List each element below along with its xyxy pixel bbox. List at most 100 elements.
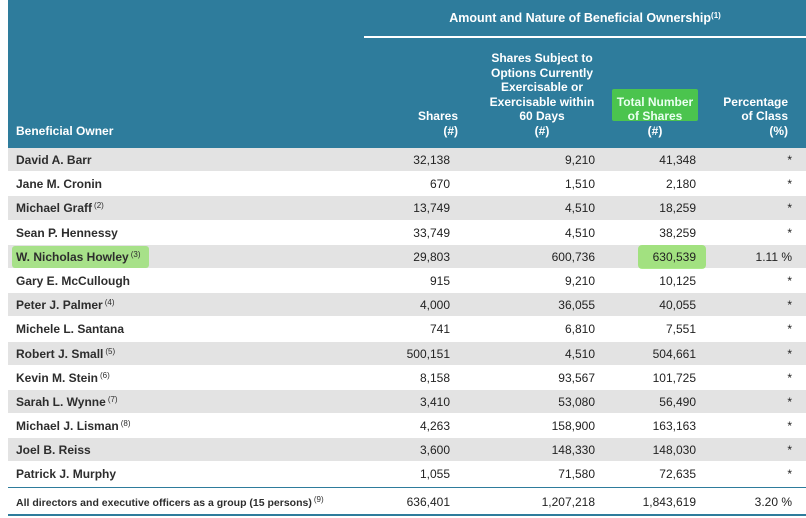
owner-name: Patrick J. Murphy	[16, 467, 117, 482]
percentage-value: *	[787, 201, 792, 216]
total-value: 101,725	[652, 370, 696, 385]
percentage-value: 1.11 %	[755, 249, 792, 264]
shares-value: 4,000	[419, 298, 450, 313]
total-value: 504,661	[652, 346, 696, 361]
col-header-percentage: Percentage of Class (%)	[723, 94, 788, 138]
percentage-value: *	[787, 370, 792, 385]
shares-value: 3,410	[419, 394, 450, 409]
table-row: Kevin M. Stein (6) 8,158 93,567 101,725 *	[8, 366, 806, 390]
table-header: Amount and Nature of Beneficial Ownershi…	[8, 0, 806, 148]
name-highlight	[12, 245, 149, 268]
table-row: Michael Graff (2) 13,749 4,510 18,259 *	[8, 196, 806, 221]
owner-name: Michael J. Lisman (8)	[16, 419, 131, 434]
options-value: 9,210	[564, 153, 595, 167]
total-value: 72,635	[659, 467, 696, 482]
options-value: 158,900	[551, 419, 595, 434]
options-value: 6,810	[564, 322, 595, 337]
options-value: 36,055	[558, 298, 595, 313]
percentage-value: *	[787, 346, 792, 361]
percentage-value: *	[787, 394, 792, 409]
shares-value: 8,158	[419, 370, 450, 385]
total-value: 41,348	[659, 153, 696, 167]
table-row: Jane M. Cronin 670 1,510 2,180 *	[8, 172, 806, 197]
total-value: 148,030	[652, 443, 696, 458]
options-value: 9,210	[564, 273, 595, 288]
group-title: Amount and Nature of Beneficial Ownershi…	[449, 11, 721, 25]
shares-value: 33,749	[413, 225, 450, 240]
shares-value: 32,138	[413, 153, 450, 167]
total-value: 38,259	[659, 225, 696, 240]
shares-value: 4,263	[419, 419, 450, 434]
col-header-shares: Shares (#)	[417, 109, 458, 138]
owner-name: Jane M. Cronin	[16, 177, 103, 192]
shares-value: 3,600	[419, 443, 450, 458]
owner-name: Michele L. Santana	[16, 322, 125, 337]
table-row: Robert J. Small (5) 500,151 4,510 504,661 *	[8, 341, 806, 366]
total-value: 18,259	[659, 201, 696, 216]
percentage-value: *	[787, 467, 792, 482]
shares-value: 741	[429, 322, 450, 337]
col-header-options: Shares Subject to Options Currently Exer…	[489, 51, 595, 138]
total-value: 630,539	[652, 249, 696, 264]
table-row: David A. Barr 32,138 9,210 41,348 *	[8, 148, 806, 173]
options-value: 600,736	[551, 249, 595, 264]
table-row: Sean P. Hennessy 33,749 4,510 38,259 *	[8, 221, 806, 245]
group-total-row: All directors and executive officers as …	[8, 486, 806, 516]
owner-name: Robert J. Small (5)	[16, 346, 116, 361]
total-value: 10,125	[659, 273, 696, 288]
options-value: 1,510	[564, 177, 595, 192]
table-row: Joel B. Reiss 3,600 148,330 148,030 *	[8, 438, 806, 463]
shares-value: 1,055	[419, 467, 450, 482]
owner-name: Michael Graff (2)	[16, 201, 104, 216]
table-row: W. Nicholas Howley (3) 29,803 600,736 630,53…	[8, 244, 806, 269]
table-body: David A. Barr 32,138 9,210 41,348 * Jane M. C…	[8, 148, 806, 516]
total-value: 2,180	[665, 177, 696, 192]
percentage-value: *	[787, 225, 792, 240]
table-row: Michele L. Santana 741 6,810 7,551 *	[8, 317, 806, 342]
shares-value: 915	[429, 273, 450, 288]
shares-value: 500,151	[406, 346, 450, 361]
total-value: 56,490	[659, 394, 696, 409]
percentage-value: *	[787, 419, 792, 434]
percentage-value: 3.20 %	[754, 494, 792, 509]
percentage-value: *	[787, 153, 792, 167]
table-row: Michael J. Lisman (8) 4,263 158,900 163,163 *	[8, 414, 806, 439]
total-value: 163,163	[652, 419, 696, 434]
table-row: Sarah L. Wynne (7) 3,410 53,080 56,490 *	[8, 389, 806, 415]
options-value: 4,510	[564, 225, 595, 240]
options-value: 71,580	[558, 467, 595, 482]
owner-name: Sarah L. Wynne (7)	[16, 394, 118, 409]
owner-name: Kevin M. Stein (6)	[16, 370, 110, 385]
percentage-value: *	[787, 322, 792, 337]
total-value: 7,551	[665, 322, 696, 337]
options-value: 148,330	[551, 443, 595, 458]
total-highlight	[638, 244, 706, 269]
col-header-owner: Beneficial Owner	[16, 123, 114, 138]
shares-value: 670	[429, 177, 450, 192]
owner-name: Sean P. Hennessy	[16, 225, 118, 240]
options-value: 53,080	[558, 394, 595, 409]
options-value: 4,510	[564, 201, 595, 216]
table-row: Gary E. McCullough 915 9,210 10,125 *	[8, 269, 806, 294]
owner-name: Joel B. Reiss	[16, 443, 91, 458]
percentage-value: *	[787, 443, 792, 458]
owner-name: Gary E. McCullough	[16, 273, 131, 288]
percentage-value: *	[787, 177, 792, 192]
table-row: Patrick J. Murphy 1,055 71,580 72,635 *	[8, 462, 806, 487]
options-value: 93,567	[558, 370, 595, 385]
percentage-value: *	[787, 273, 792, 288]
table-row: Peter J. Palmer (4) 4,000 36,055 40,055 *	[8, 293, 806, 318]
shares-value: 13,749	[413, 201, 450, 216]
total-value: 1,843,619	[642, 494, 696, 509]
shares-value: 636,401	[406, 494, 450, 509]
total-value: 40,055	[659, 298, 696, 313]
owner-name: W. Nicholas Howley (3)	[16, 249, 141, 264]
col-header-total: Total Number of Shares (#)	[616, 94, 694, 138]
shares-value: 29,803	[413, 249, 450, 264]
total-header-highlight	[612, 89, 698, 121]
percentage-value: *	[787, 298, 792, 313]
options-value: 4,510	[564, 346, 595, 361]
owner-name: All directors and executive officers as …	[16, 494, 324, 509]
options-value: 1,207,218	[541, 494, 595, 509]
